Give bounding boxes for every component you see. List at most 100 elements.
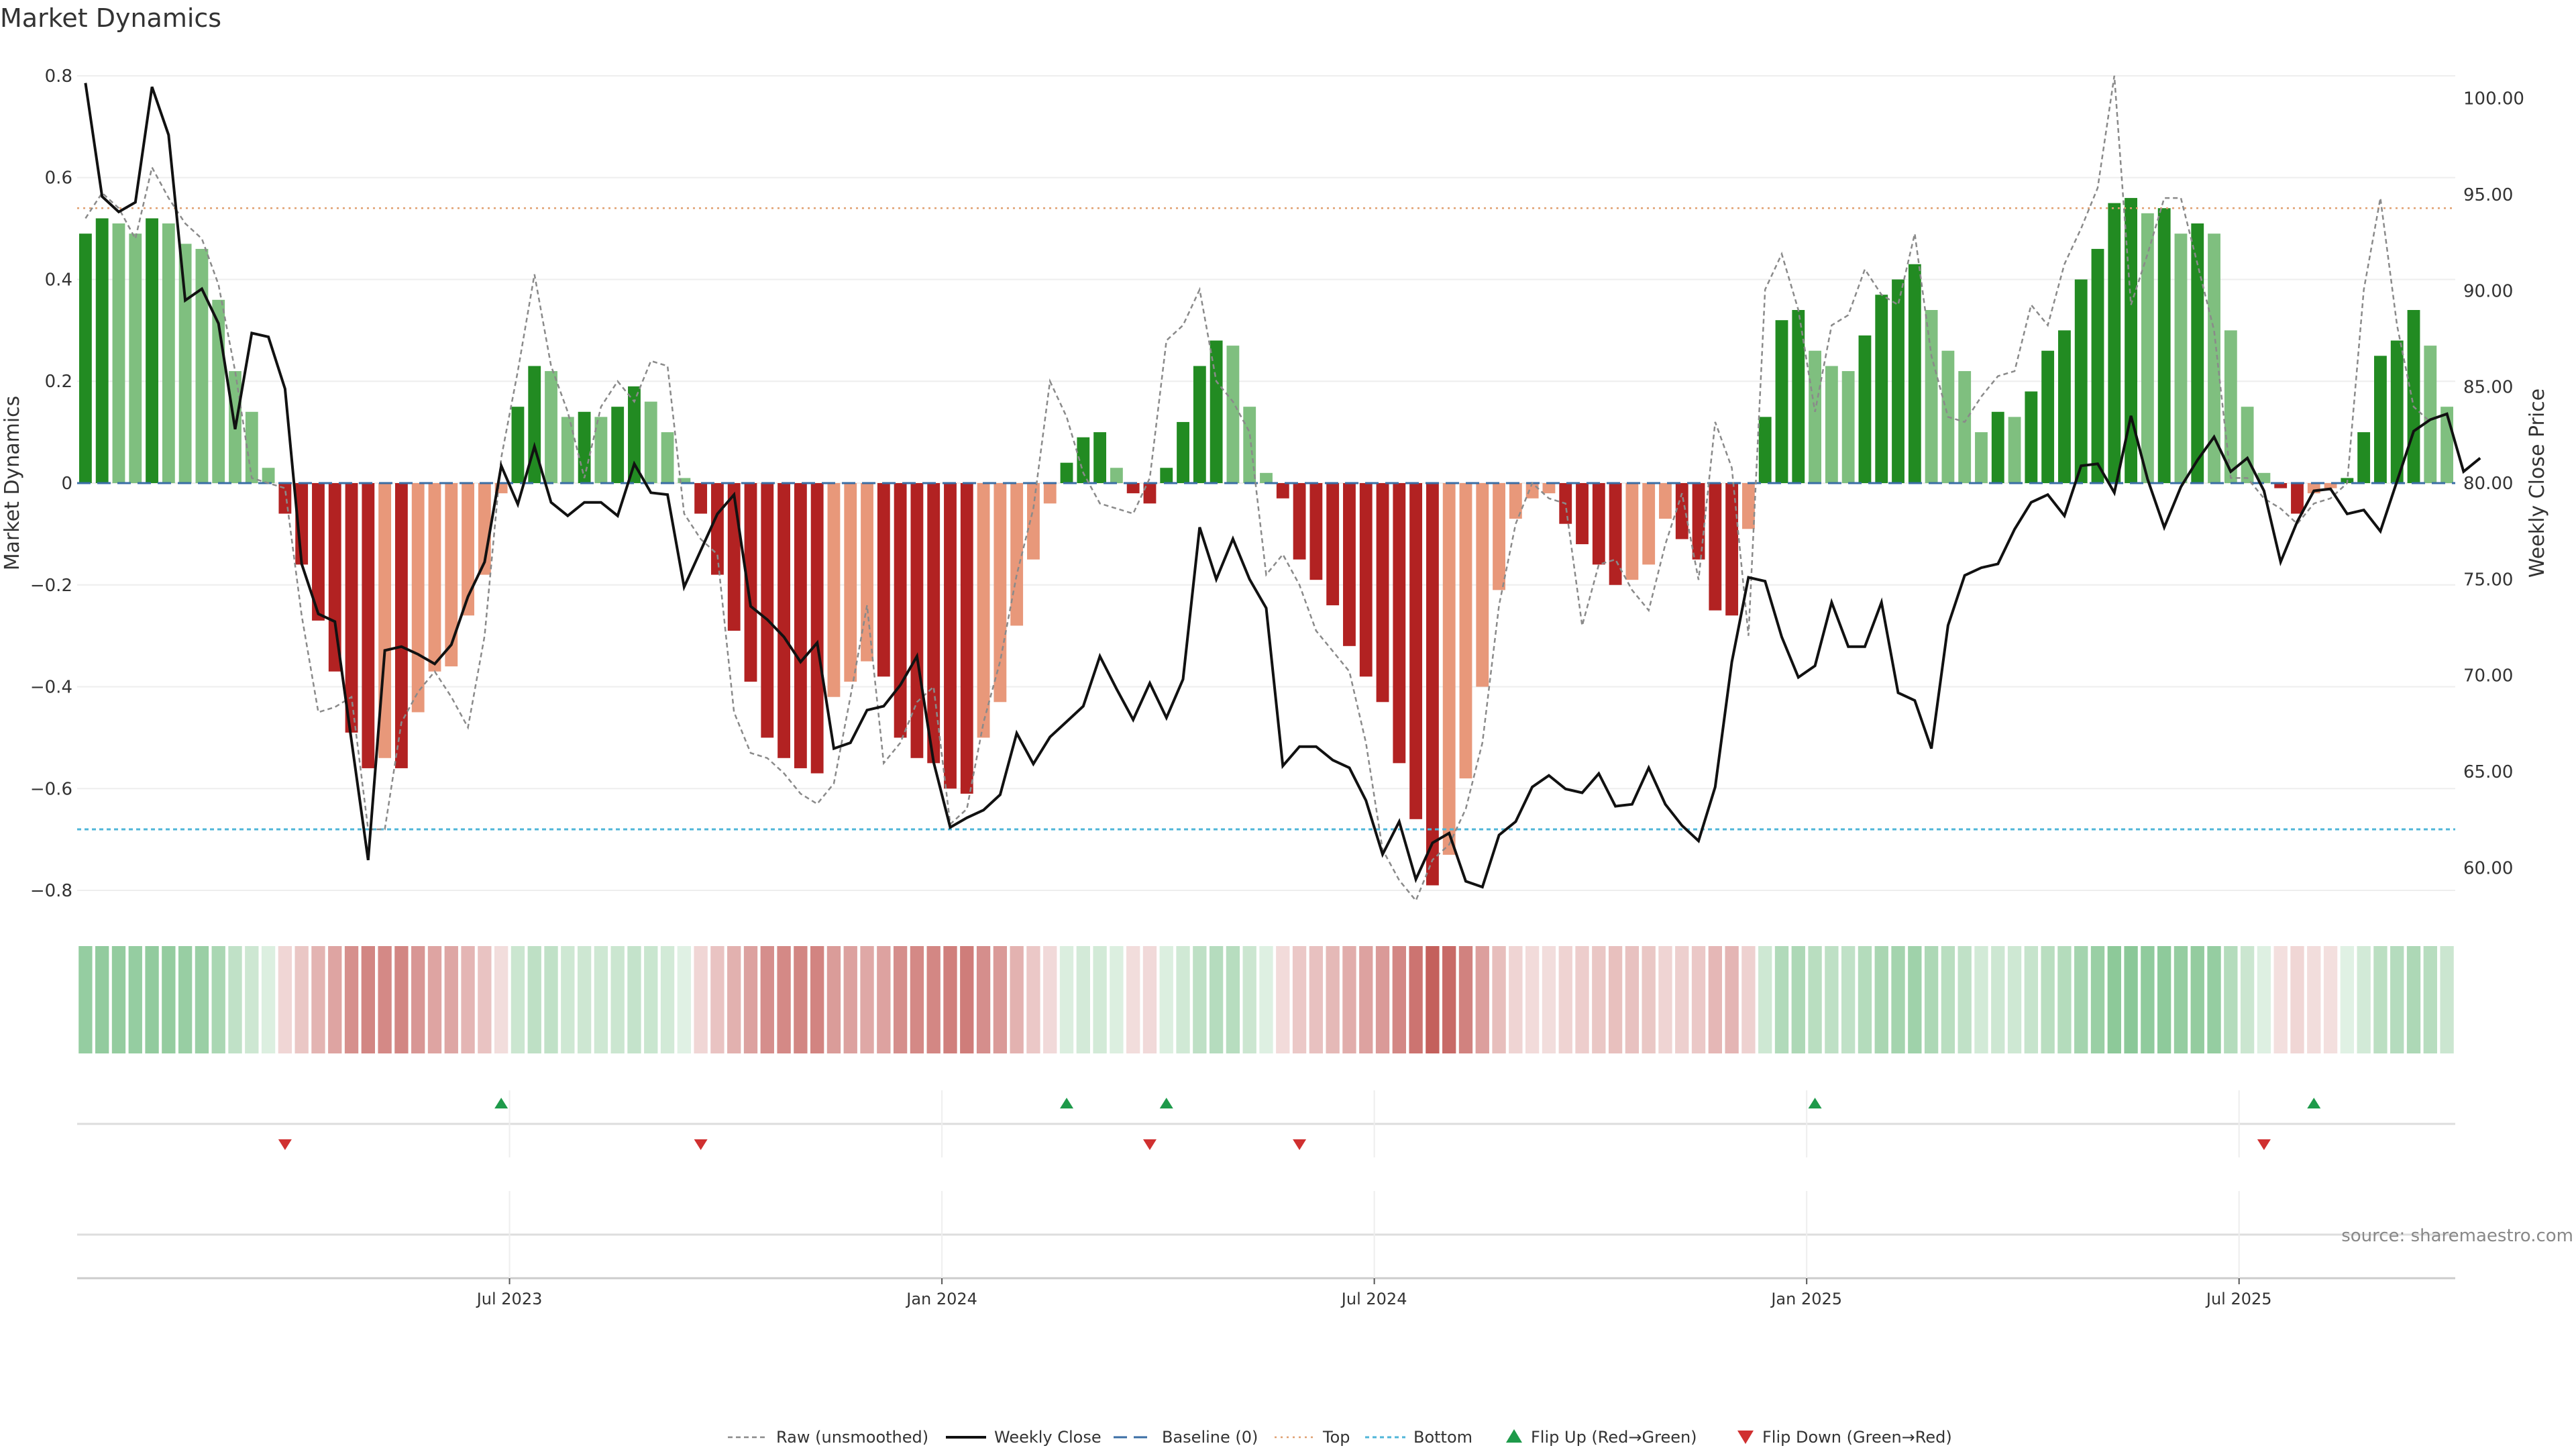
heat-cell	[1426, 946, 1440, 1053]
heat-cell	[1691, 946, 1706, 1053]
heat-cell	[1159, 946, 1173, 1053]
bar	[1093, 432, 1107, 483]
bar	[195, 248, 209, 483]
bar	[1077, 437, 1090, 483]
bar	[2025, 391, 2038, 483]
bar	[694, 483, 708, 514]
bar	[2257, 472, 2271, 483]
heat-cell	[261, 946, 276, 1053]
bar	[1376, 483, 1389, 703]
heat-cell	[644, 946, 658, 1053]
bar	[1991, 411, 2004, 483]
bar	[1027, 483, 1040, 560]
heat-cell	[1675, 946, 1689, 1053]
heat-cell	[1825, 946, 1839, 1053]
y-tick-label-right: 90.00	[2463, 281, 2513, 301]
bar	[345, 483, 358, 733]
bar	[910, 483, 924, 758]
flip-down-marker	[1142, 1139, 1157, 1150]
heat-cell	[1309, 946, 1324, 1053]
heat-cell	[1774, 946, 1789, 1053]
heat-cell	[743, 946, 758, 1053]
y-tick-label-right: 65.00	[2463, 762, 2513, 782]
heat-cell	[1043, 946, 1057, 1053]
legend-label: Flip Down (Green→Red)	[1762, 1428, 1952, 1447]
bar	[2374, 356, 2387, 483]
heat-cell	[2141, 946, 2155, 1053]
heat-cell	[245, 946, 259, 1053]
bar	[561, 417, 574, 483]
heat-cell	[478, 946, 492, 1053]
bar	[478, 483, 491, 575]
heat-cell	[178, 946, 193, 1053]
heat-cell	[1924, 946, 1939, 1053]
y-tick-label-left: 0	[61, 474, 72, 494]
heat-cell	[344, 946, 359, 1053]
heat-cell	[877, 946, 891, 1053]
bar	[162, 223, 175, 483]
x-tick-label: Jul 2025	[2205, 1290, 2272, 1308]
bar	[877, 483, 890, 677]
heat-cell	[1209, 946, 1224, 1053]
bar	[1592, 483, 1605, 565]
bar	[1326, 483, 1340, 606]
flip-up-marker	[1159, 1098, 1173, 1108]
heat-cell	[727, 946, 741, 1053]
bar	[1659, 483, 1672, 519]
bar	[2157, 208, 2171, 483]
heat-cell	[2024, 946, 2039, 1053]
legend-swatch-flipup	[1506, 1429, 1522, 1443]
heat-cell	[378, 946, 392, 1053]
bar	[2058, 330, 2071, 483]
bar	[1226, 346, 1240, 483]
bar	[1143, 483, 1157, 504]
heat-cell	[2240, 946, 2255, 1053]
bar	[511, 407, 525, 483]
bar	[2208, 234, 2220, 483]
y-tick-label-right: 75.00	[2463, 570, 2513, 590]
heat-cell	[2307, 946, 2321, 1053]
heat-cell	[1791, 946, 1805, 1053]
heat-cell	[494, 946, 508, 1053]
y-tick-label-left: −0.2	[30, 576, 72, 596]
bar	[1809, 350, 1821, 483]
bar	[2074, 279, 2088, 483]
raw-series-line	[85, 75, 2431, 902]
bar	[2407, 310, 2420, 483]
heat-cell	[2157, 946, 2171, 1053]
bar	[1160, 468, 1173, 483]
legend-label: Raw (unsmoothed)	[776, 1428, 928, 1447]
heat-cell	[594, 946, 608, 1053]
bar	[428, 483, 441, 672]
bar	[2357, 432, 2371, 483]
heat-cell	[2124, 946, 2138, 1053]
heat-cell	[1592, 946, 1606, 1053]
bar	[1426, 483, 1439, 886]
x-tick-label: Jul 2024	[1340, 1290, 1407, 1308]
heat-cell	[943, 946, 957, 1053]
flip-down-marker	[694, 1139, 708, 1150]
heat-cell	[1276, 946, 1290, 1053]
heat-cell	[195, 946, 209, 1053]
heat-cell	[1458, 946, 1473, 1053]
heat-cell	[810, 946, 824, 1053]
heat-cell	[2440, 946, 2454, 1053]
heat-cell	[544, 946, 558, 1053]
heat-cell	[1808, 946, 1822, 1053]
heat-cell	[926, 946, 941, 1053]
bar	[2108, 203, 2121, 483]
y-tick-label-left: −0.4	[30, 678, 72, 698]
y-axis-label-right: Weekly Close Price	[2526, 388, 2549, 578]
flip-down-marker	[278, 1139, 292, 1150]
heat-cell	[1658, 946, 1672, 1053]
heat-cell	[411, 946, 425, 1053]
heat-cell	[1342, 946, 1356, 1053]
heat-cell	[1625, 946, 1640, 1053]
heat-cell	[1359, 946, 1373, 1053]
heat-cell	[2423, 946, 2437, 1053]
heat-cell	[2074, 946, 2088, 1053]
heat-cell	[228, 946, 242, 1053]
source-annotation: source: sharemaestro.com	[2341, 1226, 2573, 1246]
bar	[1709, 483, 1722, 611]
bar	[1493, 483, 1505, 590]
